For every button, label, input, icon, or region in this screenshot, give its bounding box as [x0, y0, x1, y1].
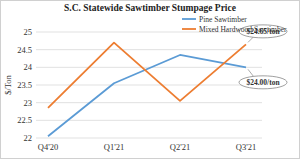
annotation: $24.00/ton	[246, 78, 280, 87]
legend-label: Mixed Hardwood Sawtimber	[199, 25, 287, 34]
y-tick-label: 22.5	[17, 115, 32, 125]
series-group	[48, 43, 246, 137]
legend-swatch	[182, 18, 196, 20]
y-tick-label: 23	[24, 98, 33, 108]
chart-svg: S.C. Statewide Sawtimber Stumpage Price $…	[0, 0, 300, 159]
series-line	[48, 43, 246, 108]
chart-container: S.C. Statewide Sawtimber Stumpage Price $…	[0, 0, 300, 159]
x-tick-label: Q2'21	[170, 142, 190, 152]
x-tick-label: Q1'21	[104, 142, 124, 152]
grid-line	[36, 49, 262, 50]
grid-line	[36, 120, 262, 121]
x-tick-label: Q3'21	[236, 142, 256, 152]
x-tick-label: Q4'20	[38, 142, 58, 152]
y-tick-label: 22	[24, 133, 33, 143]
y-tick-label: 24	[24, 62, 33, 72]
annotation-callout	[239, 76, 287, 89]
legend-label: Pine Sawtimber	[199, 15, 247, 24]
y-tick-label: 25	[24, 27, 33, 37]
background	[1, 1, 300, 159]
series-line	[48, 55, 246, 136]
grid-line	[36, 138, 262, 139]
grid-line	[36, 102, 262, 103]
title: S.C. Statewide Sawtimber Stumpage Price	[64, 3, 236, 13]
y-tick-label: 23.5	[17, 80, 32, 90]
y-axis-label: $/Ton	[3, 74, 13, 94]
legend-swatch	[182, 28, 196, 30]
y-tick-label: 24.5	[17, 45, 32, 55]
